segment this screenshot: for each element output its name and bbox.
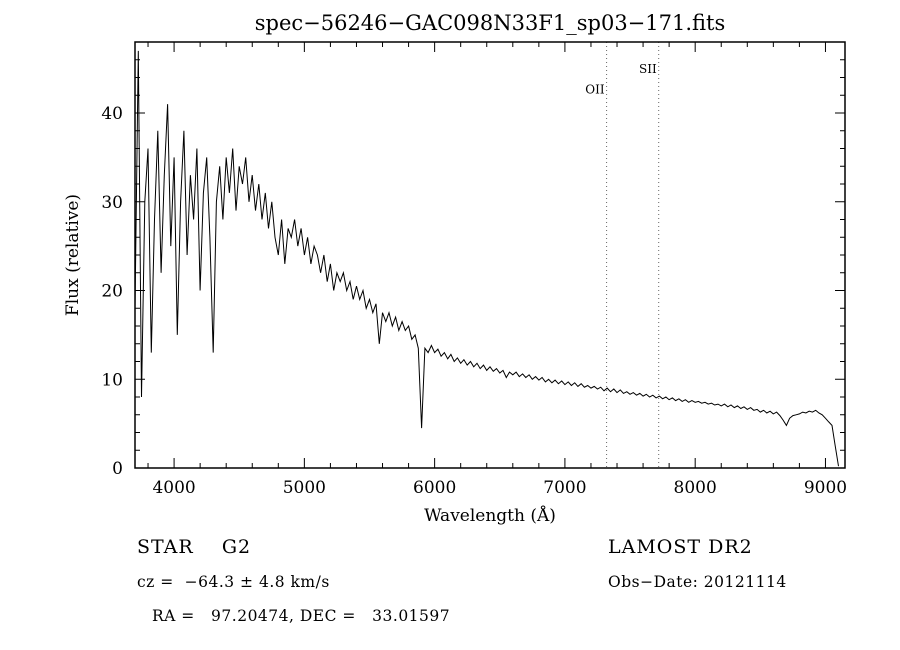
x-tick-label: 8000 bbox=[674, 478, 717, 498]
y-tick-label: 30 bbox=[101, 193, 123, 213]
y-tick-label: 40 bbox=[101, 104, 123, 124]
x-tick-label: 5000 bbox=[283, 478, 326, 498]
object-class-label: STAR G2 bbox=[137, 536, 252, 558]
y-tick-label: 20 bbox=[101, 282, 123, 302]
y-axis-label: Flux (relative) bbox=[63, 194, 83, 316]
x-axis-label: Wavelength (Å) bbox=[424, 505, 556, 526]
x-tick-label: 7000 bbox=[543, 478, 586, 498]
reference-line-label: SII bbox=[639, 62, 657, 76]
x-tick-label: 9000 bbox=[804, 478, 847, 498]
spectrum-line bbox=[134, 50, 839, 467]
reference-line-label: OII bbox=[585, 82, 605, 96]
y-tick-label: 0 bbox=[112, 459, 123, 479]
survey-label: LAMOST DR2 bbox=[608, 536, 753, 558]
obs-date: Obs−Date: 20121114 bbox=[608, 573, 787, 591]
cz-value: cz = −64.3 ± 4.8 km/s bbox=[137, 573, 330, 591]
plot-frame bbox=[134, 41, 846, 469]
x-tick-label: 6000 bbox=[413, 478, 456, 498]
spectrum-chart-svg: spec−56246−GAC098N33F1_sp03−171.fits OII S… bbox=[63, 11, 847, 526]
ra-dec-value: RA = 97.20474, DEC = 33.01597 bbox=[152, 607, 451, 625]
x-tick-label: 4000 bbox=[152, 478, 195, 498]
chart-title: spec−56246−GAC098N33F1_sp03−171.fits bbox=[255, 11, 726, 35]
y-tick-label: 10 bbox=[101, 370, 123, 390]
spectrum-chart: spec−56246−GAC098N33F1_sp03−171.fits OII S… bbox=[63, 11, 847, 526]
